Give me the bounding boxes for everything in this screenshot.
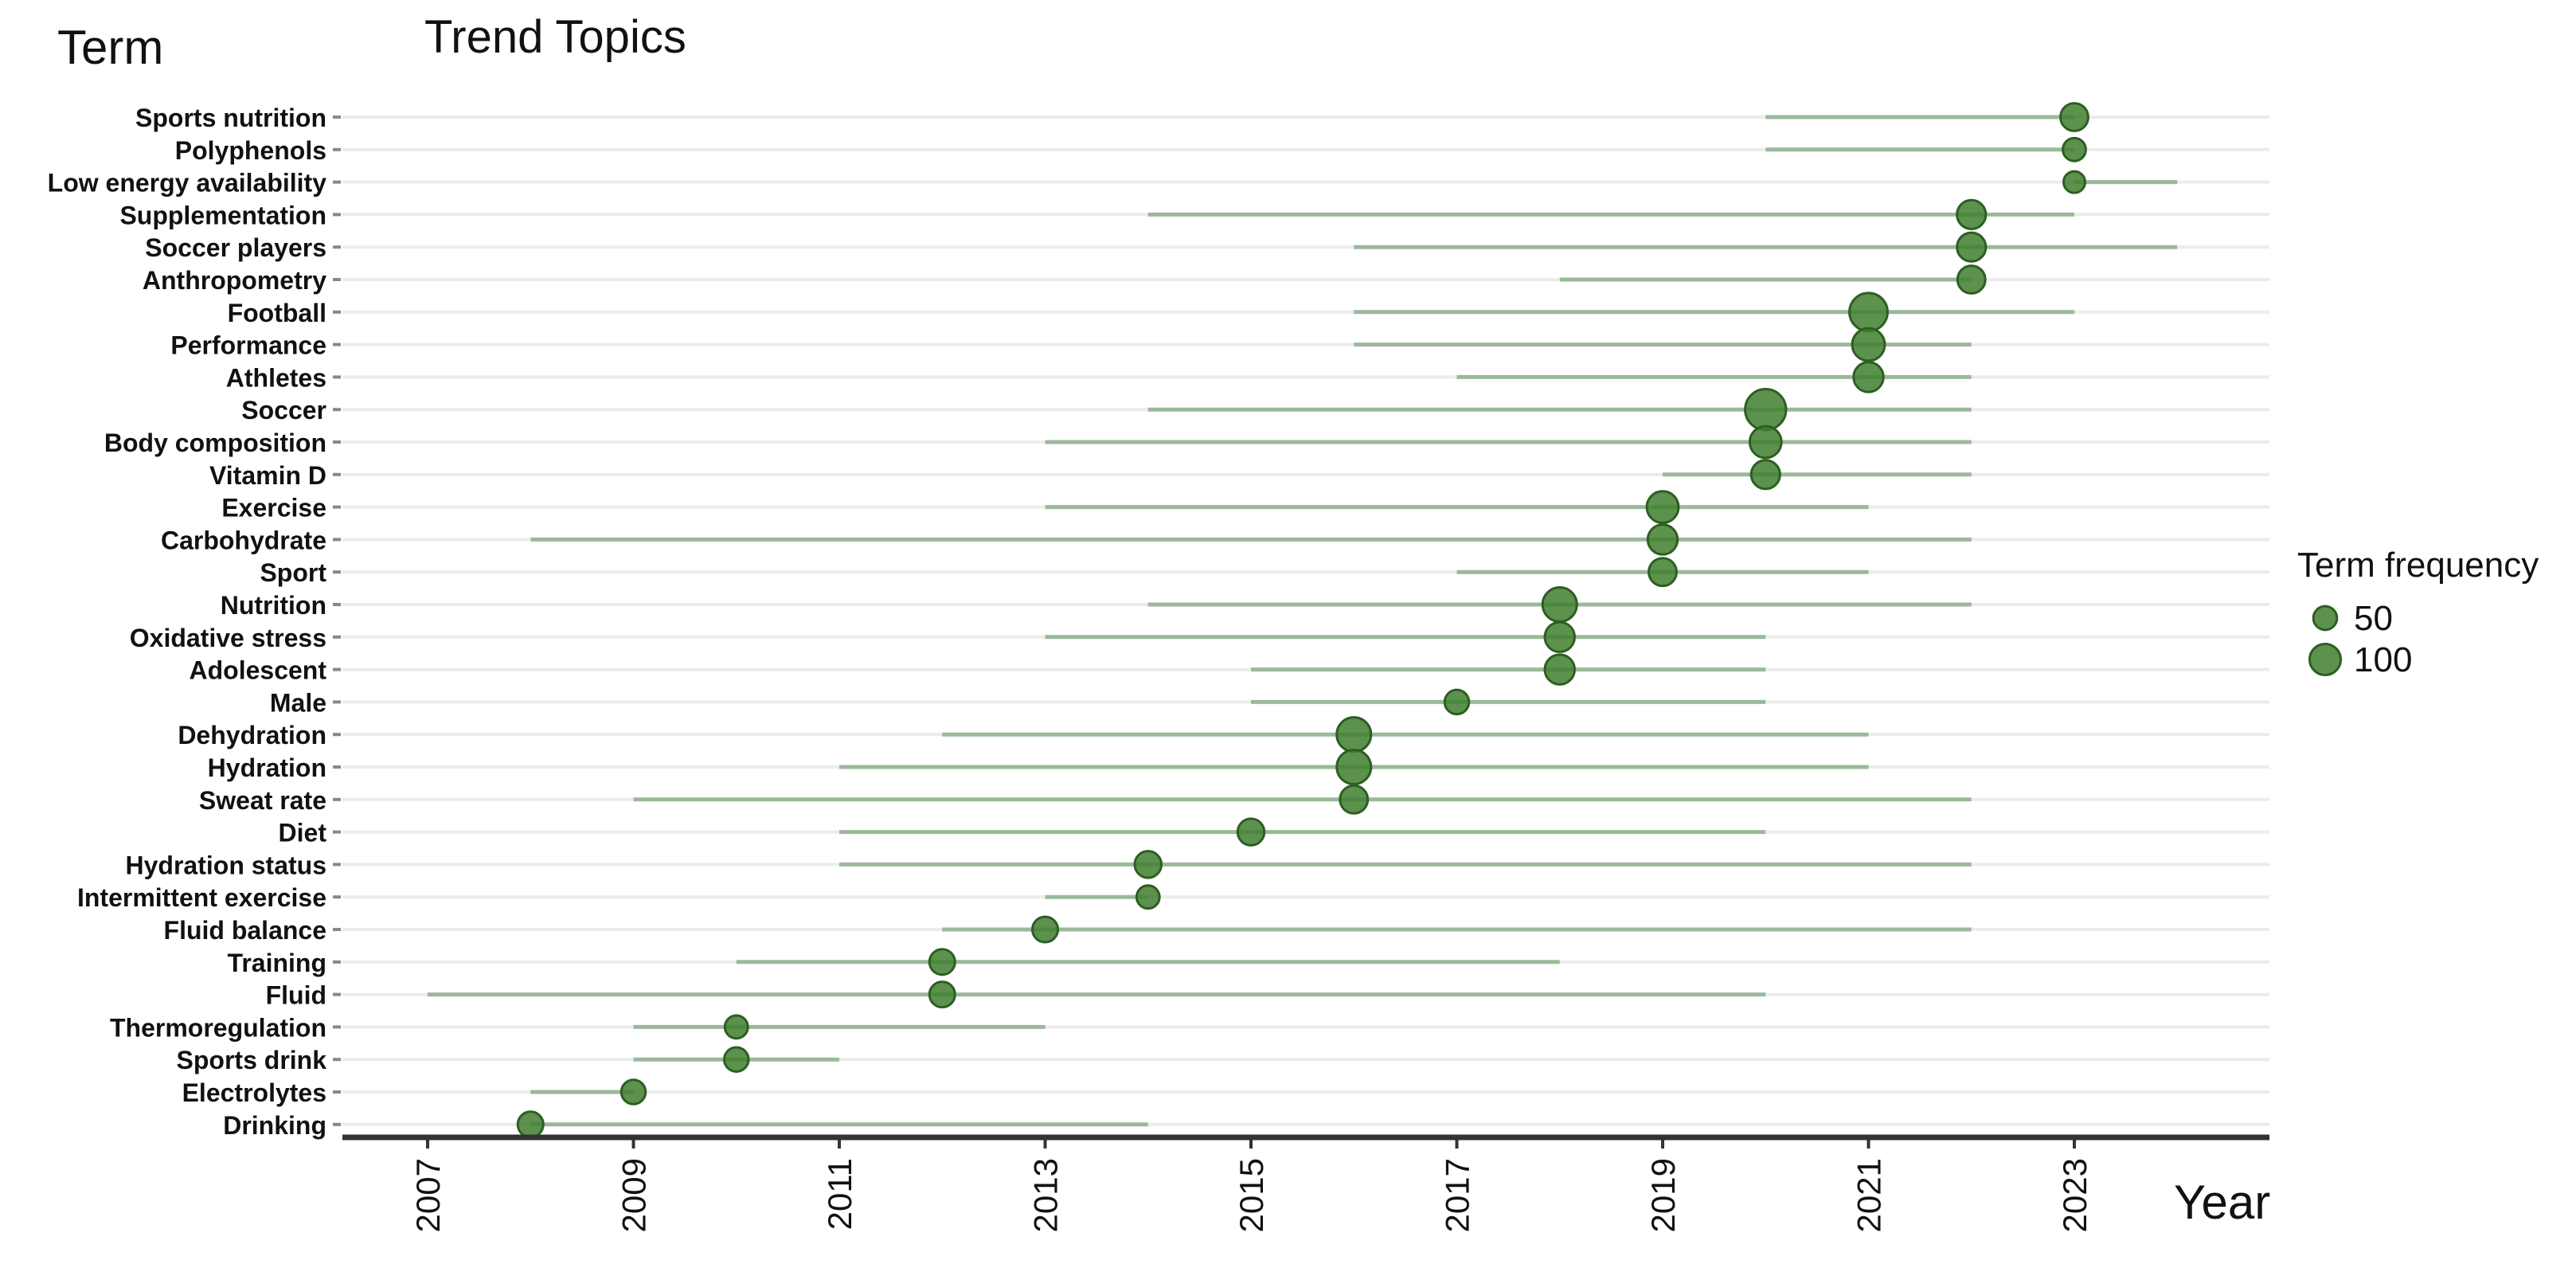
term-label-sweat-rate: Sweat rate bbox=[199, 786, 326, 815]
dot-performance bbox=[1851, 327, 1886, 362]
dot-low-energy-availability bbox=[2062, 170, 2086, 194]
dot-adolescent bbox=[1543, 653, 1576, 686]
term-labels: Sports nutrition Polyphenols Low energy av… bbox=[48, 104, 341, 1140]
dot-training bbox=[928, 948, 956, 976]
dot-drinking bbox=[516, 1110, 545, 1139]
dot-athletes bbox=[1852, 361, 1885, 393]
x-tick-label-2023: 2023 bbox=[2056, 1158, 2093, 1232]
x-tick-label-2009: 2009 bbox=[616, 1158, 653, 1232]
term-label-fluid: Fluid bbox=[266, 981, 326, 1010]
dot-diet bbox=[1236, 817, 1266, 847]
term-ranges bbox=[428, 115, 2178, 1127]
x-axis: 2007 2009 2011 2013 2015 2017 2019 2021 2023 bbox=[342, 1134, 2269, 1232]
x-tick-label-2007: 2007 bbox=[409, 1158, 447, 1232]
legend-symbol-100 bbox=[2308, 642, 2343, 677]
dot-football bbox=[1848, 292, 1889, 333]
dot-fluid-balance bbox=[1030, 915, 1060, 944]
term-label-male: Male bbox=[270, 688, 326, 717]
dot-vitamin-d bbox=[1749, 459, 1781, 491]
term-label-body-composition: Body composition bbox=[104, 429, 326, 457]
dot-oxidative-stress bbox=[1543, 620, 1576, 654]
term-label-exercise: Exercise bbox=[221, 494, 326, 522]
x-tick-label-2019: 2019 bbox=[1644, 1158, 1682, 1232]
term-label-supplementation: Supplementation bbox=[119, 201, 326, 229]
dot-polyphenols bbox=[2062, 136, 2087, 162]
dot-supplementation bbox=[1956, 198, 1988, 230]
dot-sports-nutrition bbox=[2059, 102, 2089, 132]
dot-body-composition bbox=[1748, 425, 1783, 460]
term-label-hydration-status: Hydration status bbox=[126, 851, 326, 879]
dot-sweat-rate bbox=[1339, 784, 1370, 815]
legend-label-100: 100 bbox=[2354, 640, 2412, 679]
dot-intermittent-exercise bbox=[1135, 884, 1161, 910]
dot-electrolytes bbox=[620, 1078, 647, 1106]
term-label-electrolytes: Electrolytes bbox=[182, 1078, 326, 1107]
dot-hydration bbox=[1335, 748, 1373, 786]
dot-hydration-status bbox=[1133, 850, 1163, 879]
dot-sports-drink bbox=[723, 1046, 750, 1073]
term-label-dehydration: Dehydration bbox=[178, 721, 326, 749]
term-label-low-energy-availability: Low energy availability bbox=[48, 169, 327, 198]
term-label-performance: Performance bbox=[170, 331, 326, 360]
term-label-sport: Sport bbox=[260, 558, 326, 587]
legend-title: Term frequency bbox=[2297, 546, 2539, 585]
dot-anthropometry bbox=[1956, 264, 1987, 295]
x-tick-label-2017: 2017 bbox=[1439, 1158, 1476, 1232]
legend-symbol-50 bbox=[2312, 605, 2339, 632]
dot-nutrition bbox=[1541, 585, 1578, 624]
term-label-anthropometry: Anthropometry bbox=[143, 266, 326, 295]
y-axis-title: Term bbox=[57, 21, 163, 74]
term-label-drinking: Drinking bbox=[223, 1111, 326, 1140]
term-label-oxidative-stress: Oxidative stress bbox=[130, 624, 326, 652]
term-label-carbohydrate: Carbohydrate bbox=[161, 526, 326, 554]
term-label-polyphenols: Polyphenols bbox=[175, 136, 326, 165]
term-label-sports-nutrition: Sports nutrition bbox=[135, 104, 326, 132]
dot-sport bbox=[1648, 557, 1678, 588]
term-label-diet: Diet bbox=[279, 819, 327, 847]
term-label-sports-drink: Sports drink bbox=[177, 1046, 327, 1074]
term-label-vitamin-d: Vitamin D bbox=[209, 461, 326, 490]
dot-carbohydrate bbox=[1646, 523, 1679, 556]
dot-thermoregulation bbox=[723, 1014, 749, 1040]
term-label-thermoregulation: Thermoregulation bbox=[110, 1013, 326, 1042]
term-label-soccer: Soccer bbox=[241, 396, 326, 425]
term-label-football: Football bbox=[228, 299, 326, 327]
chart-title: Trend Topics bbox=[424, 11, 686, 63]
term-label-training: Training bbox=[228, 949, 326, 977]
x-tick-label-2015: 2015 bbox=[1233, 1158, 1270, 1232]
legend-label-50: 50 bbox=[2354, 599, 2393, 638]
term-label-fluid-balance: Fluid balance bbox=[164, 916, 326, 945]
x-tick-label-2021: 2021 bbox=[1851, 1158, 1888, 1232]
term-label-athletes: Athletes bbox=[226, 363, 326, 392]
term-label-nutrition: Nutrition bbox=[221, 591, 326, 620]
dot-soccer-players bbox=[1956, 231, 1988, 263]
x-tick-label-2011: 2011 bbox=[821, 1158, 858, 1230]
term-label-hydration: Hydration bbox=[208, 753, 326, 782]
dot-fluid bbox=[928, 980, 956, 1009]
term-dots bbox=[516, 102, 2089, 1139]
term-label-intermittent-exercise: Intermittent exercise bbox=[77, 883, 326, 912]
term-label-soccer-players: Soccer players bbox=[145, 233, 326, 262]
x-axis-title: Year bbox=[2174, 1176, 2270, 1229]
dot-male bbox=[1443, 688, 1471, 716]
dot-exercise bbox=[1645, 490, 1680, 524]
dot-soccer bbox=[1744, 388, 1788, 432]
dot-dehydration bbox=[1335, 716, 1373, 753]
term-label-adolescent: Adolescent bbox=[190, 656, 327, 685]
x-tick-label-2013: 2013 bbox=[1027, 1158, 1065, 1232]
